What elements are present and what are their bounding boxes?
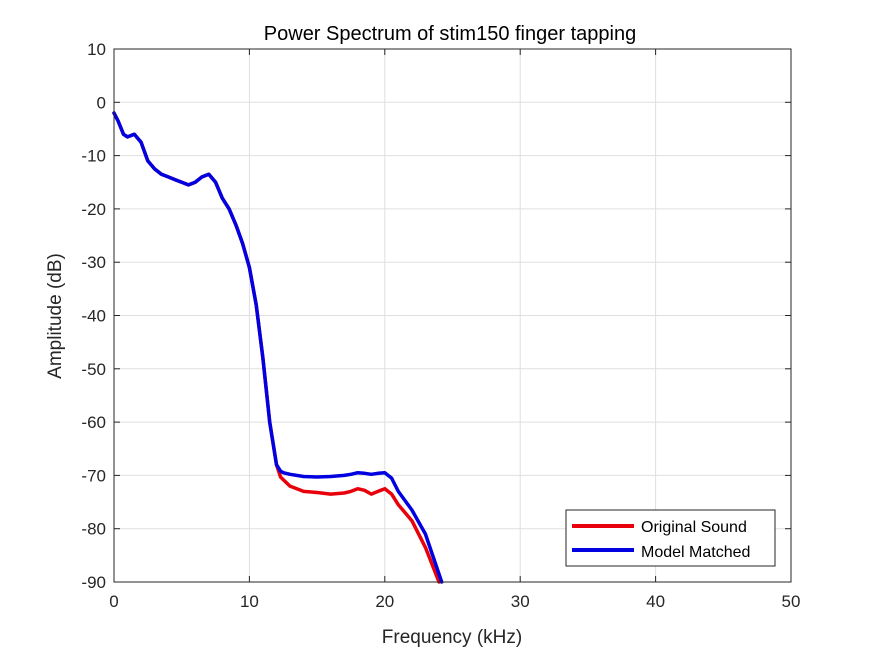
y-tick-label: -70 xyxy=(81,466,106,485)
x-tick-label: 10 xyxy=(240,592,259,611)
legend-box xyxy=(565,509,776,567)
x-tick-label: 30 xyxy=(511,592,530,611)
grid xyxy=(113,48,792,583)
legend: Original Sound Model Matched xyxy=(565,509,776,567)
y-tick-label: -80 xyxy=(81,520,106,539)
y-tick-label: -10 xyxy=(81,147,106,166)
y-tick-label: -30 xyxy=(81,253,106,272)
x-tick-label: 50 xyxy=(782,592,801,611)
legend-label-model-matched: Model Matched xyxy=(641,544,750,561)
y-tick-label: -20 xyxy=(81,200,106,219)
y-tick-label: 10 xyxy=(87,40,106,59)
y-tick-label: -90 xyxy=(81,573,106,592)
y-axis-label: Amplitude (dB) xyxy=(45,253,66,379)
chart-title: Power Spectrum of stim150 finger tapping xyxy=(264,23,636,45)
y-tick-label: -50 xyxy=(81,360,106,379)
y-tick-label: -60 xyxy=(81,413,106,432)
ticks: 0 10 20 30 40 50 10 0 -10 -20 -30 -40 -50 -60 -70 -80 -9… xyxy=(81,40,800,611)
x-tick-label: 40 xyxy=(646,592,665,611)
x-tick-label: 0 xyxy=(109,592,118,611)
y-tick-label: 0 xyxy=(97,93,106,112)
y-tick-label: -40 xyxy=(81,307,106,326)
series-line-model-matched xyxy=(112,111,444,584)
x-tick-label: 20 xyxy=(375,592,394,611)
series-layer xyxy=(112,111,444,584)
x-axis-label: Frequency (kHz) xyxy=(382,627,522,648)
legend-label-original-sound: Original Sound xyxy=(641,519,747,536)
